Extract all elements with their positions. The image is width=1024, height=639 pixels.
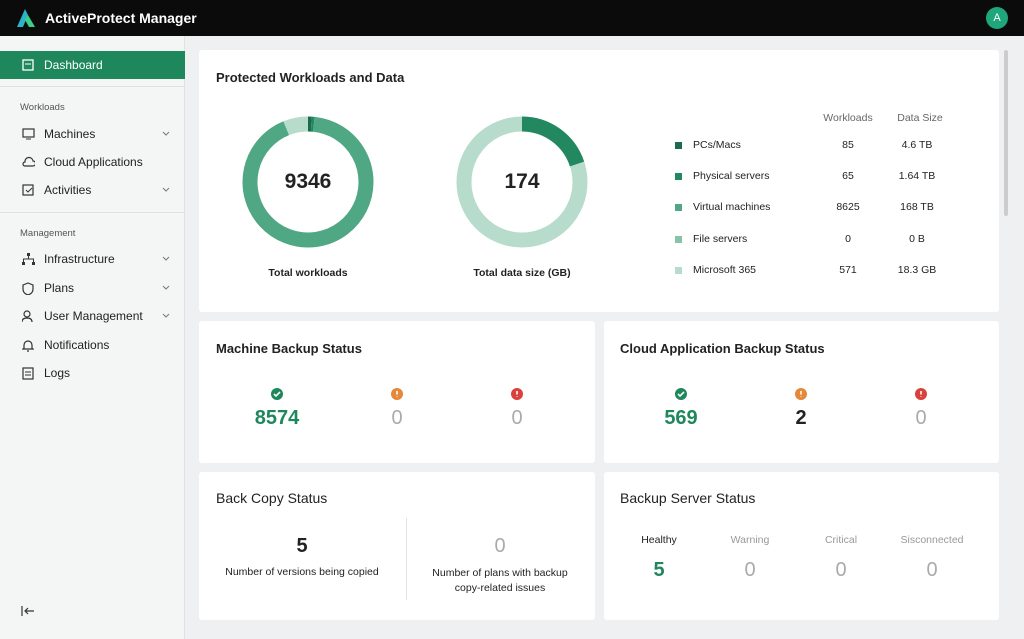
donut-label: Total workloads	[268, 267, 348, 279]
legend-name: Virtual machines	[693, 201, 771, 214]
data-size-value: 0 B	[909, 232, 925, 245]
app-title: ActiveProtect Manager	[45, 10, 197, 26]
legend-name: Physical servers	[693, 170, 770, 183]
avatar[interactable]: A	[986, 7, 1008, 29]
status-icon	[795, 388, 807, 400]
donut-segment	[283, 116, 309, 136]
legend-swatch	[675, 235, 682, 243]
logo	[17, 9, 35, 27]
nav-label: Infrastructure	[44, 252, 115, 266]
card-title: Back Copy Status	[216, 490, 328, 506]
donut-data-size	[456, 116, 588, 248]
server-status-card: Backup Server Status Healthy 5 Warning 0 Cri…	[604, 472, 999, 620]
workloads-value: 0	[845, 232, 851, 245]
server-value: 0	[835, 559, 847, 581]
nav-label: Notifications	[44, 338, 110, 352]
legend-name: PCs/Macs	[693, 139, 741, 151]
status-value: 2	[795, 407, 807, 429]
status-value: 8574	[254, 407, 300, 429]
donut-total: 174	[504, 170, 540, 193]
server-label: Healthy	[641, 534, 677, 546]
donut-total: 9346	[284, 170, 332, 193]
scrollbar	[1004, 50, 1008, 216]
nav-item[interactable]: Logs	[0, 360, 185, 386]
nav-item[interactable]: Notifications	[0, 332, 185, 358]
data-size-value: 18.3 GB	[897, 263, 937, 276]
legend-swatch	[675, 173, 682, 181]
card-title: Protected Workloads and Data	[216, 70, 405, 85]
nav-label: Logs	[44, 366, 71, 380]
status-value: 0	[511, 407, 523, 429]
nav-item[interactable]: Plans	[0, 275, 185, 301]
nav-label: Cloud Applications	[44, 155, 143, 169]
legend-name: Microsoft 365	[693, 263, 757, 276]
nav-label: Plans	[44, 281, 75, 295]
status-icon	[675, 388, 687, 400]
nav-item-active[interactable]: Dashboard	[0, 51, 185, 79]
workloads-value: 571	[839, 263, 857, 276]
legend-swatch	[675, 266, 682, 274]
top-bar: ActiveProtect Manager A	[0, 0, 1024, 36]
server-value: 0	[744, 559, 756, 581]
icon-glyph	[677, 391, 685, 398]
section-title: Management	[20, 228, 76, 239]
cloud-backup-card: Cloud Application Backup Status 569 2 0	[604, 321, 999, 463]
nav-item[interactable]: User Management	[0, 303, 185, 329]
workloads-value: 85	[842, 139, 854, 151]
nav-label: Dashboard	[44, 58, 103, 72]
status-value: 0	[915, 407, 927, 429]
status-value: 569	[664, 407, 698, 429]
section-title: Workloads	[20, 102, 65, 113]
server-label: Critical	[824, 534, 858, 546]
copy-value: 5	[296, 535, 308, 557]
donut-segment	[242, 116, 374, 248]
donut-workloads	[242, 116, 374, 248]
protected-card: Protected Workloads and Data 9346 Total …	[199, 50, 999, 312]
copy-label: Number of plans with backup copy-related…	[432, 567, 568, 594]
collapse-button[interactable]	[21, 606, 35, 616]
nav-item[interactable]: Machines	[0, 121, 185, 147]
card-title: Machine Backup Status	[216, 341, 362, 356]
nav-item[interactable]: Cloud Applications	[0, 149, 185, 175]
legend-swatch	[675, 142, 682, 149]
data-size-value: 4.6 TB	[901, 139, 933, 151]
nav-label: Activities	[44, 183, 92, 197]
server-label: Warning	[730, 534, 770, 546]
status-value: 0	[391, 407, 403, 429]
workloads-value: 8625	[836, 201, 860, 214]
data-size-value: 168 TB	[900, 201, 934, 214]
legend-swatch	[675, 204, 682, 212]
column-header: Workloads	[823, 112, 873, 124]
status-icon	[511, 388, 523, 400]
nav-item[interactable]: Activities	[0, 177, 185, 203]
server-label: Sisconnected	[900, 534, 964, 546]
icon-glyph	[273, 391, 281, 398]
column-header: Data Size	[897, 112, 943, 124]
card-title: Backup Server Status	[620, 490, 756, 506]
donut-label: Total data size (GB)	[473, 267, 571, 279]
workloads-value: 65	[842, 170, 854, 183]
sidebar: Dashboard Workloads Machines Cloud Appli…	[0, 36, 185, 639]
nav-label: Machines	[44, 127, 96, 141]
back-copy-card: Back Copy Status 5 Number of versions be…	[199, 472, 595, 620]
legend-name: File servers	[693, 232, 748, 245]
machine-backup-card: Machine Backup Status 8574 0 0	[199, 321, 595, 463]
copy-value: 0	[494, 535, 506, 557]
nav-label: User Management	[44, 309, 143, 323]
card-title: Cloud Application Backup Status	[620, 341, 825, 356]
copy-label: Number of versions being copied	[225, 566, 379, 578]
nav-item[interactable]: Infrastructure	[0, 246, 185, 272]
server-value: 0	[926, 559, 938, 581]
status-icon	[391, 388, 403, 400]
status-icon	[271, 388, 283, 400]
server-value: 5	[653, 559, 665, 581]
data-size-value: 1.64 TB	[898, 170, 936, 183]
status-icon	[915, 388, 927, 400]
